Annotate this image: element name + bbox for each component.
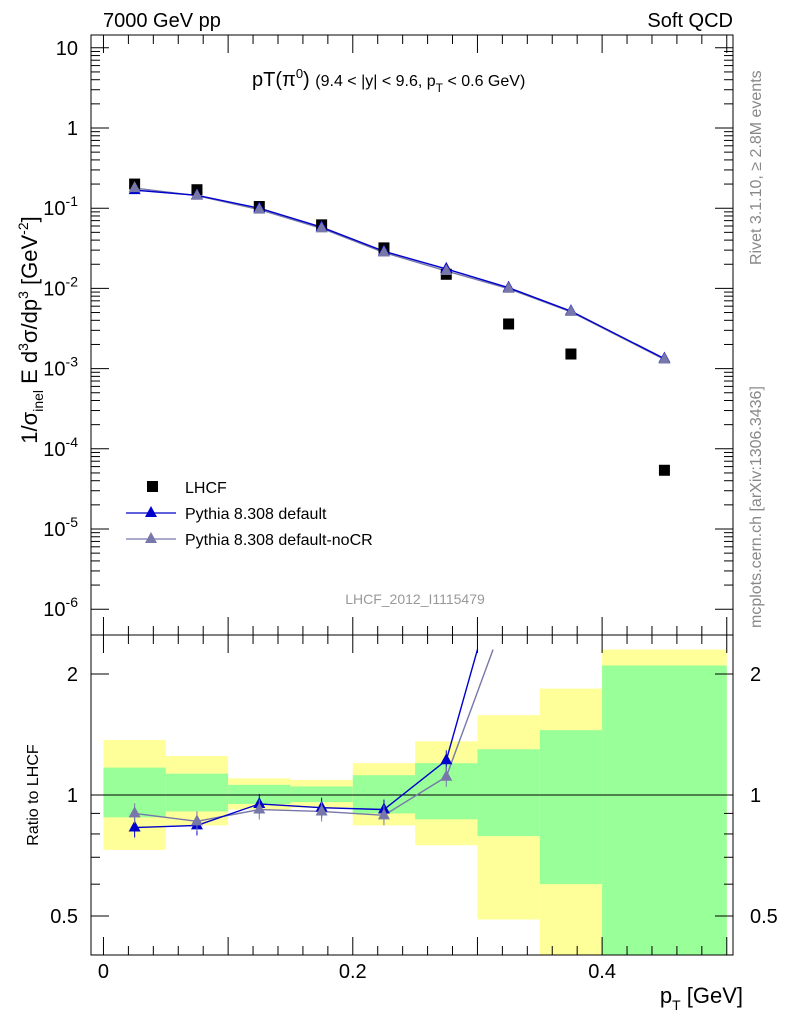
series-line xyxy=(134,187,665,361)
green-band xyxy=(477,749,540,837)
y-tick-label: 10 xyxy=(56,38,78,60)
x-tick-label: 0.4 xyxy=(588,961,616,983)
legend: LHCF Pythia 8.308 default Pythia 8.308 d… xyxy=(126,480,373,549)
pythia-point xyxy=(128,181,141,193)
process-label: Soft QCD xyxy=(647,10,733,32)
ratio-point xyxy=(315,804,328,816)
main-series xyxy=(128,178,671,476)
pythia-point xyxy=(190,188,203,200)
ratio-plot: 0.5 0.5 1 1 2 2 0 0.2 0.4 xyxy=(50,634,778,983)
main-title: pT(π0) (9.4 < |y| < 9.6, pT < 0.6 GeV) xyxy=(252,66,525,95)
ratio-axis-ticks: 0.5 0.5 1 1 2 2 0 0.2 0.4 xyxy=(50,635,778,983)
pythia-point xyxy=(564,304,577,316)
lhcf-point xyxy=(658,464,670,476)
y-tick-label: 10-3 xyxy=(43,354,78,381)
ratio-y-tick-label-left: 1 xyxy=(67,785,78,807)
x-tick-label: 0 xyxy=(98,961,109,983)
ratio-point xyxy=(128,806,141,818)
pythia-point xyxy=(440,263,453,275)
ratio-y-tick-label-right: 0.5 xyxy=(750,906,778,928)
pythia-point xyxy=(315,221,328,233)
y-tick-label: 10-1 xyxy=(43,193,78,220)
legend-marker-lhcf xyxy=(147,481,158,492)
pythia-point xyxy=(253,202,266,214)
ratio-y-tick-label-left: 2 xyxy=(67,664,78,686)
legend-marker-default xyxy=(145,506,157,517)
ratio-point xyxy=(377,808,390,820)
green-band xyxy=(539,730,603,885)
ratio-point xyxy=(128,820,141,832)
y-tick-label: 1 xyxy=(67,118,78,140)
lhcf-point xyxy=(565,348,577,360)
pythia-point xyxy=(658,352,671,364)
energy-label: 7000 GeV pp xyxy=(103,10,221,32)
ratio-y-tick-label-left: 0.5 xyxy=(50,906,78,928)
ratio-point xyxy=(440,753,453,765)
green-band xyxy=(165,773,229,812)
x-axis-label: pT [GeV] xyxy=(660,983,743,1013)
green-band xyxy=(290,786,353,803)
mcplots-label: mcplots.cern.ch [arXiv:1306.3436] xyxy=(748,386,765,628)
ratio-y-tick-label-right: 1 xyxy=(750,785,761,807)
pythia-point xyxy=(502,281,515,293)
ratio-y-label: Ratio to LHCF xyxy=(25,744,42,846)
series-line xyxy=(134,189,665,360)
main-plot: 10-6 10-5 10-4 10-3 10-2 10-1 1 10 xyxy=(43,34,734,636)
pythia-point xyxy=(377,245,390,257)
ratio-point xyxy=(253,802,266,814)
main-y-label: 1/σinel E d3σ/dp3 [GeV-2] xyxy=(15,216,46,443)
ratio-series xyxy=(128,649,494,838)
legend-label-lhcf: LHCF xyxy=(185,480,227,497)
x-tick-label: 0.2 xyxy=(339,961,367,983)
y-tick-label: 10-6 xyxy=(43,594,78,621)
ratio-point xyxy=(440,769,453,781)
y-tick-label: 10-2 xyxy=(43,273,78,300)
analysis-id: LHCF_2012_I1115479 xyxy=(345,591,485,607)
legend-marker-nocr xyxy=(145,532,157,543)
legend-label-nocr: Pythia 8.308 default-noCR xyxy=(185,532,373,549)
main-axis-ticks: 10-6 10-5 10-4 10-3 10-2 10-1 1 10 xyxy=(43,35,733,635)
ratio-point xyxy=(190,814,203,826)
ratio-plot-frame xyxy=(90,634,734,956)
ratio-y-tick-label-right: 2 xyxy=(750,664,761,686)
y-tick-label: 10-4 xyxy=(43,434,78,461)
ratio-uncertainty-bands xyxy=(103,649,727,955)
rivet-label: Rivet 3.1.10, ≥ 2.8M events xyxy=(748,70,765,265)
legend-label-default: Pythia 8.308 default xyxy=(185,506,327,523)
lhcf-point xyxy=(503,318,515,330)
green-band xyxy=(602,665,727,955)
y-tick-label: 10-5 xyxy=(43,514,78,541)
